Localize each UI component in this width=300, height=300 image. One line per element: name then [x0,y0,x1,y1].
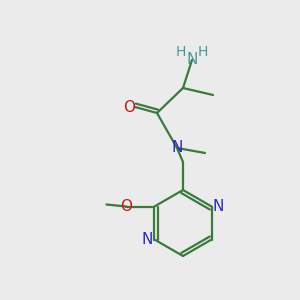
Text: N: N [171,140,183,155]
Text: O: O [120,199,132,214]
Text: N: N [186,52,198,68]
Text: N: N [213,199,224,214]
Text: H: H [198,45,208,59]
Text: H: H [176,45,186,59]
Text: O: O [123,100,135,115]
Text: N: N [142,232,153,247]
